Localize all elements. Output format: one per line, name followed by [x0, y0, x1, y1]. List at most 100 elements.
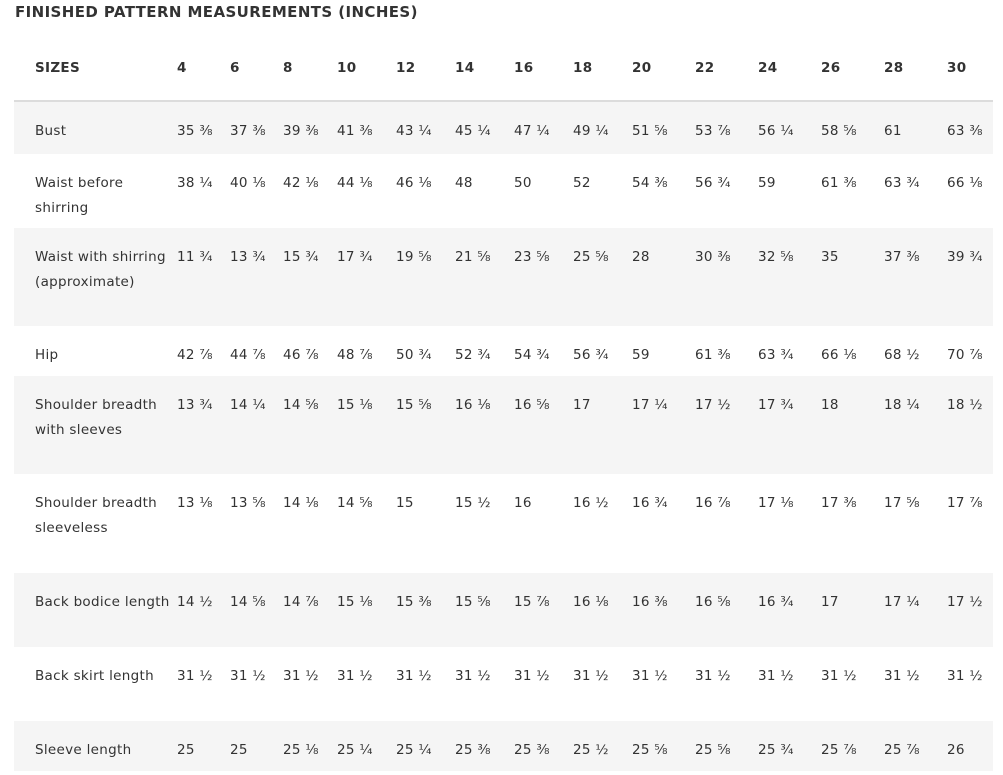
size-header: 4 [177, 34, 230, 102]
measurement-cell: 25 ⅞ [821, 721, 884, 771]
size-header: 10 [337, 34, 396, 102]
measurement-cell: 39 ¾ [947, 228, 993, 326]
measurement-cell: 25 ¼ [337, 721, 396, 771]
row-label: Sleeve length [14, 721, 177, 771]
measurement-cell: 46 ⅞ [283, 326, 337, 376]
measurement-cell: 53 ⅞ [695, 101, 758, 154]
measurement-cell: 48 ⅞ [337, 326, 396, 376]
size-header: 18 [573, 34, 632, 102]
row-label: Shoulder breadth sleeveless [14, 474, 177, 573]
measurement-cell: 17 ¾ [758, 376, 821, 474]
measurement-cell: 15 ½ [455, 474, 514, 573]
measurement-cell: 31 ½ [884, 647, 947, 721]
measurement-cell: 56 ¾ [573, 326, 632, 376]
size-header: 8 [283, 34, 337, 102]
measurement-cell: 28 [632, 228, 695, 326]
size-header: 24 [758, 34, 821, 102]
measurement-cell: 66 ⅛ [947, 154, 993, 228]
measurement-cell: 43 ¼ [396, 101, 455, 154]
table-row: Bust 35 ⅜ 37 ⅜ 39 ⅜ 41 ⅜ 43 ¼ 45 ¼ 47 ¼ … [14, 101, 993, 154]
row-label: Back bodice length [14, 573, 177, 647]
measurement-cell: 54 ¾ [514, 326, 573, 376]
measurement-cell: 59 [758, 154, 821, 228]
measurement-cell: 39 ⅜ [283, 101, 337, 154]
measurement-cell: 44 ⅞ [230, 326, 283, 376]
measurement-cell: 13 ⅝ [230, 474, 283, 573]
measurement-cell: 25 [230, 721, 283, 771]
header-row: SIZES 4 6 8 10 12 14 16 18 20 22 24 26 2… [14, 34, 993, 102]
measurement-cell: 41 ⅜ [337, 101, 396, 154]
measurement-cell: 31 ½ [177, 647, 230, 721]
row-label: Bust [14, 101, 177, 154]
measurement-cell: 26 [947, 721, 993, 771]
measurement-cell: 58 ⅝ [821, 101, 884, 154]
measurement-cell: 16 ⅞ [695, 474, 758, 573]
measurement-cell: 16 ¾ [632, 474, 695, 573]
measurement-cell: 25 [177, 721, 230, 771]
measurement-cell: 45 ¼ [455, 101, 514, 154]
measurement-cell: 21 ⅝ [455, 228, 514, 326]
measurement-cell: 35 ⅜ [177, 101, 230, 154]
measurement-cell: 17 ⅞ [947, 474, 993, 573]
table-row: Waist with shirring (approximate) 11 ¾ 1… [14, 228, 993, 326]
measurement-cell: 66 ⅛ [821, 326, 884, 376]
measurement-cell: 31 ½ [230, 647, 283, 721]
measurement-cell: 23 ⅝ [514, 228, 573, 326]
measurement-cell: 14 ⅛ [283, 474, 337, 573]
measurement-cell: 31 ½ [514, 647, 573, 721]
measurement-cell: 31 ½ [758, 647, 821, 721]
measurement-cell: 14 ⅞ [283, 573, 337, 647]
page-title: FINISHED PATTERN MEASUREMENTS (INCHES) [15, 3, 418, 21]
measurement-cell: 25 ⅝ [632, 721, 695, 771]
measurement-cell: 61 [884, 101, 947, 154]
measurement-cell: 16 ⅝ [514, 376, 573, 474]
measurement-cell: 17 ¼ [884, 573, 947, 647]
measurement-cell: 70 ⅞ [947, 326, 993, 376]
measurement-cell: 61 ⅜ [695, 326, 758, 376]
row-label: Waist before shirring [14, 154, 177, 228]
measurement-cell: 54 ⅜ [632, 154, 695, 228]
measurement-cell: 31 ½ [283, 647, 337, 721]
size-header: 22 [695, 34, 758, 102]
measurement-cell: 47 ¼ [514, 101, 573, 154]
measurement-cell: 31 ½ [695, 647, 758, 721]
measurement-cell: 25 ⅜ [514, 721, 573, 771]
measurement-cell: 25 ⅜ [455, 721, 514, 771]
table-row: Waist before shirring 38 ¼ 40 ⅛ 42 ⅛ 44 … [14, 154, 993, 228]
measurement-cell: 30 ⅜ [695, 228, 758, 326]
row-label: Back skirt length [14, 647, 177, 721]
measurement-cell: 25 ¾ [758, 721, 821, 771]
measurement-cell: 15 ⅛ [337, 573, 396, 647]
measurement-cell: 25 ¼ [396, 721, 455, 771]
measurement-cell: 17 ½ [695, 376, 758, 474]
measurement-cell: 40 ⅛ [230, 154, 283, 228]
measurement-cell: 51 ⅝ [632, 101, 695, 154]
measurement-cell: 15 ⅝ [396, 376, 455, 474]
measurement-cell: 18 ¼ [884, 376, 947, 474]
measurement-cell: 31 ½ [632, 647, 695, 721]
measurement-cell: 16 [514, 474, 573, 573]
measurement-cell: 14 ⅝ [283, 376, 337, 474]
measurement-cell: 15 ¾ [283, 228, 337, 326]
measurement-cell: 14 ⅝ [230, 573, 283, 647]
measurement-cell: 59 [632, 326, 695, 376]
measurement-cell: 63 ⅜ [947, 101, 993, 154]
size-header: 6 [230, 34, 283, 102]
measurement-cell: 18 [821, 376, 884, 474]
measurement-cell: 37 ⅜ [230, 101, 283, 154]
table-row: Back skirt length 31 ½ 31 ½ 31 ½ 31 ½ 31… [14, 647, 993, 721]
measurement-cell: 25 ⅝ [695, 721, 758, 771]
measurement-cell: 46 ⅛ [396, 154, 455, 228]
measurement-cell: 15 ⅛ [337, 376, 396, 474]
table-row: Hip 42 ⅞ 44 ⅞ 46 ⅞ 48 ⅞ 50 ¾ 52 ¾ 54 ¾ 5… [14, 326, 993, 376]
size-header: 26 [821, 34, 884, 102]
measurement-cell: 25 ⅝ [573, 228, 632, 326]
measurement-cell: 17 ¼ [632, 376, 695, 474]
measurement-cell: 17 ⅝ [884, 474, 947, 573]
measurement-cell: 48 [455, 154, 514, 228]
measurement-cell: 38 ¼ [177, 154, 230, 228]
measurement-cell: 32 ⅝ [758, 228, 821, 326]
measurement-cell: 19 ⅝ [396, 228, 455, 326]
size-header: 20 [632, 34, 695, 102]
measurement-cell: 16 ⅛ [573, 573, 632, 647]
